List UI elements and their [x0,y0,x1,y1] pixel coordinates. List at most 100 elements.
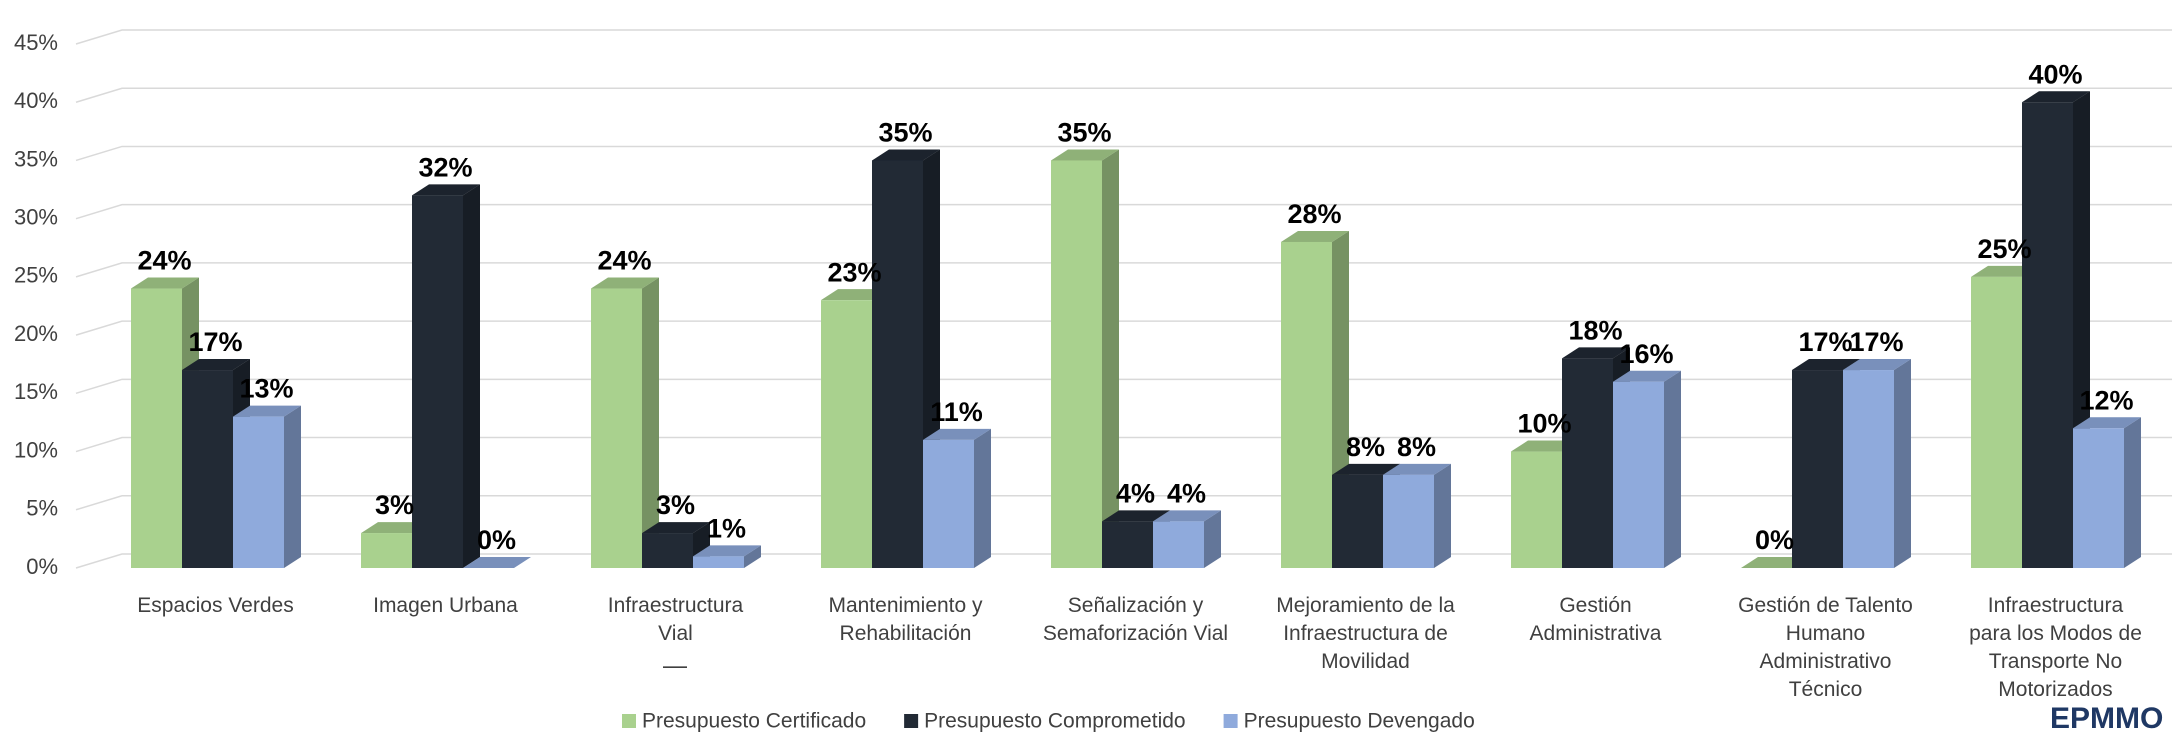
bar-top-shade [1153,510,1221,522]
bar [2073,417,2141,568]
bar-side [1894,359,1911,568]
x-tick-label: Gestión de Talento Humano Administrativo Té… [1738,594,1913,701]
bar-side-shade [974,428,991,568]
bar-top-shade [591,277,659,289]
bar-front [361,533,412,568]
bar-side [1434,463,1451,568]
bar-side [2124,417,2141,568]
bar-side [642,277,659,568]
bar-top-shade [872,149,940,161]
y-tick-label: 45% [14,30,58,55]
bar-side-shade [1664,370,1681,568]
bar-top [412,184,480,196]
value-label: 3% [375,490,414,520]
bar-top [1153,510,1221,522]
bar-top-shade [923,428,991,440]
y-tick-label: 0% [26,554,58,579]
value-label: 28% [1287,199,1341,229]
value-label: 23% [827,257,881,287]
bar-top [2073,417,2141,429]
bar-top [1281,230,1349,242]
bar-front [693,556,744,568]
bar-front [233,416,284,568]
bar-top [1383,463,1451,475]
x-tick-label: Mantenimiento y Rehabilitación [828,594,983,645]
legend-label: Presupuesto Certificado [642,710,866,733]
value-label: 40% [2028,59,2082,89]
y-tick-label: 35% [14,146,58,171]
bar-top [2022,91,2090,103]
bar-side-shade [1894,359,1911,568]
bar [923,428,991,568]
bar-side [974,428,991,568]
value-label: 4% [1167,479,1206,509]
bar-top-shade [1102,510,1170,522]
grid-line [75,262,2172,278]
value-label: 32% [418,153,472,183]
bar-top-shade [233,405,301,417]
bar-top [131,277,199,289]
bar-top [693,545,761,557]
value-label: 17% [1849,327,1903,357]
grid-line [75,203,2172,220]
y-tick-label: 40% [14,88,58,113]
annotation: — [663,652,687,679]
bar [412,184,480,568]
y-tick-label: 20% [14,321,58,346]
x-tick-label: Imagen Urbana [373,594,518,617]
bar-side-shade [744,545,761,568]
bar-front [821,300,872,568]
bar-top-shade [131,277,199,289]
bar-top-shade [1562,347,1630,359]
bar-front [923,439,974,568]
bar-side-shade [642,277,659,568]
bar-front [1383,474,1434,568]
legend-swatch [904,714,919,728]
legend-swatch [1223,714,1238,728]
bar [591,277,659,568]
bar-front [872,160,923,568]
value-label: 8% [1397,432,1436,462]
bar-top-shade [2073,417,2141,429]
bar-side-shade [2124,417,2141,568]
value-label: 12% [2079,385,2133,415]
bar-front [2073,428,2124,568]
x-tick-label: Señalización y Semaforización Vial [1043,594,1228,645]
bar-top [1051,149,1119,161]
bar-side-shade [284,405,301,568]
bar-front [1051,160,1102,568]
bar-top-shade [1051,149,1119,161]
bar-top-shade [1383,463,1451,475]
bar-top [233,405,301,417]
bar-top-shade [182,359,250,371]
bar-top [463,557,531,568]
value-label: 11% [930,397,983,427]
grid-line [75,495,2172,511]
bar-side-shade [1102,149,1119,568]
bar-front [412,195,463,568]
bar-top [1562,347,1630,359]
bar-top-shade [463,557,531,568]
bar-top-shade [1613,370,1681,382]
bar-side-shade [1204,510,1221,568]
value-label: 25% [1977,234,2031,264]
bar-side [1204,510,1221,568]
bar [1153,510,1221,568]
bar-top [1102,510,1170,522]
bar-side [1102,149,1119,568]
bar-top [1843,359,1911,371]
bar-front [1511,451,1562,568]
bar-front [2022,102,2073,568]
bar [1843,359,1911,568]
x-tick-label: Infraestructura Vial [608,594,744,645]
bar-top-shade [2022,91,2090,103]
grid-line [75,553,2172,569]
bar [1613,370,1681,568]
y-tick-label: 5% [26,496,58,521]
bar [233,405,301,568]
x-tick-label: Espacios Verdes [137,594,293,617]
bar-side-shade [463,184,480,568]
x-tick-label: Mejoramiento de la Infraestructura de Movi… [1276,594,1455,673]
bar-top-shade [693,545,761,557]
